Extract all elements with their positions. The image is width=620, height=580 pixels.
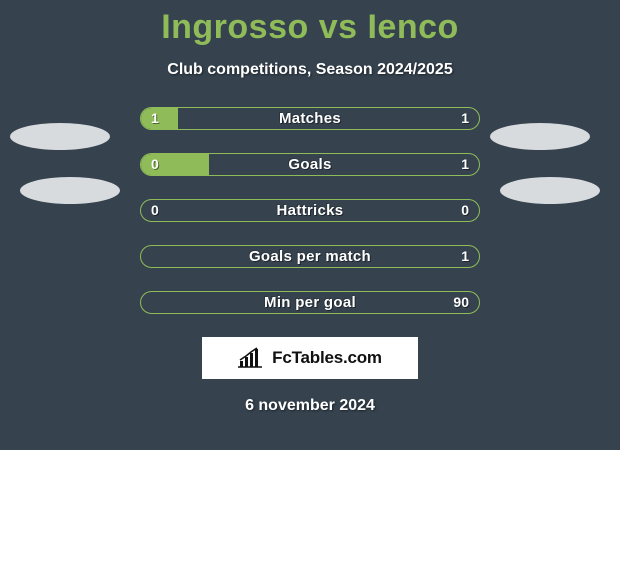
stat-label: Goals: [141, 154, 479, 175]
date-text: 6 november 2024: [0, 397, 620, 415]
stat-label: Goals per match: [141, 246, 479, 267]
blank-area: [0, 450, 620, 580]
stats-container: 11Matches 01Goals 00Hattricks 1Goals per ma…: [140, 107, 480, 314]
chart-bars-icon: [238, 347, 266, 369]
comparison-panel: Ingrosso vs Ienco Club competitions, Sea…: [0, 0, 620, 450]
player-ellipse-right-1: [490, 123, 590, 150]
subtitle: Club competitions, Season 2024/2025: [0, 61, 620, 79]
brand-text: FcTables.com: [272, 348, 382, 368]
stat-label: Min per goal: [141, 292, 479, 313]
stat-row: 11Matches: [140, 107, 480, 130]
player-ellipse-left-2: [20, 177, 120, 204]
stat-label: Matches: [141, 108, 479, 129]
stat-row: 1Goals per match: [140, 245, 480, 268]
player-ellipse-left-1: [10, 123, 110, 150]
stat-row: 00Hattricks: [140, 199, 480, 222]
stat-label: Hattricks: [141, 200, 479, 221]
brand-box[interactable]: FcTables.com: [202, 337, 418, 379]
player-ellipse-right-2: [500, 177, 600, 204]
page-title: Ingrosso vs Ienco: [0, 0, 620, 47]
stat-row: 90Min per goal: [140, 291, 480, 314]
stat-row: 01Goals: [140, 153, 480, 176]
